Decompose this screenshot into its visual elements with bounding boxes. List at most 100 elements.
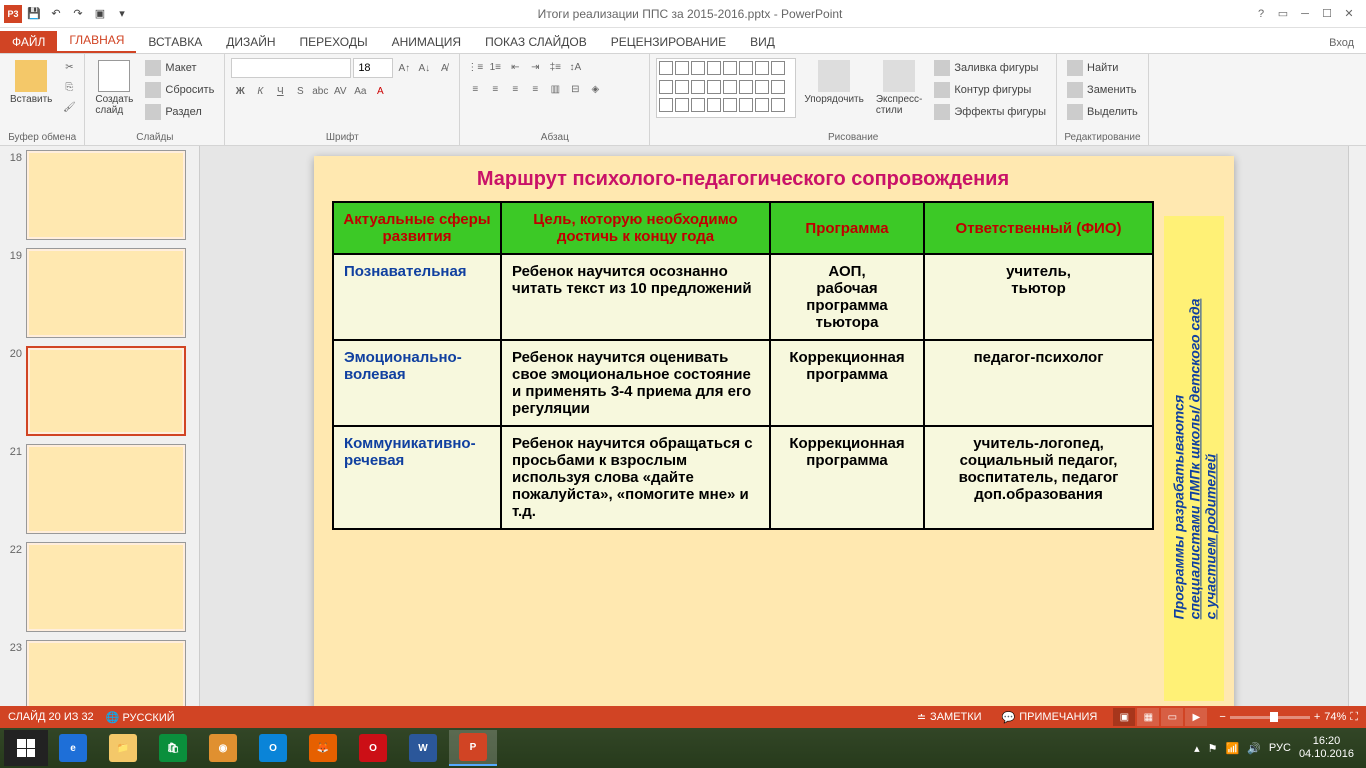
cell-sphere[interactable]: Эмоционально-волевая	[333, 340, 501, 426]
sorter-view-button[interactable]: ▦	[1137, 708, 1159, 726]
shape-item[interactable]	[755, 61, 769, 75]
close-button[interactable]: ✕	[1340, 5, 1358, 23]
slide-thumbnail[interactable]	[26, 640, 186, 706]
cell-program[interactable]: Коррекционная программа	[770, 340, 924, 426]
task-ie[interactable]: e	[49, 730, 97, 766]
shadow-button[interactable]: abc	[311, 82, 329, 100]
indent-inc-button[interactable]: ⇥	[526, 58, 544, 76]
shape-item[interactable]	[707, 80, 721, 94]
tray-language[interactable]: РУС	[1269, 742, 1291, 754]
normal-view-button[interactable]: ▣	[1113, 708, 1135, 726]
align-right-button[interactable]: ≡	[506, 80, 524, 98]
columns-button[interactable]: ▥	[546, 80, 564, 98]
spacing-button[interactable]: AV	[331, 82, 349, 100]
task-media[interactable]: ◉	[199, 730, 247, 766]
shape-item[interactable]	[675, 98, 689, 112]
cell-sphere[interactable]: Коммуникативно-речевая	[333, 426, 501, 529]
tab-transitions[interactable]: ПЕРЕХОДЫ	[288, 31, 380, 53]
slide-thumbnail[interactable]	[26, 248, 186, 338]
reading-view-button[interactable]: ▭	[1161, 708, 1183, 726]
tab-home[interactable]: ГЛАВНАЯ	[57, 29, 136, 53]
shape-item[interactable]	[659, 80, 673, 94]
slide-thumbnail[interactable]	[26, 150, 186, 240]
align-center-button[interactable]: ≡	[486, 80, 504, 98]
cell-goal[interactable]: Ребенок научится обращаться с просьбами …	[501, 426, 770, 529]
tray-volume-icon[interactable]: 🔊	[1247, 742, 1261, 755]
quick-styles-button[interactable]: Экспресс- стили	[872, 58, 927, 141]
save-button[interactable]: 💾	[24, 4, 44, 24]
tray-overflow-icon[interactable]: ▴	[1194, 742, 1200, 755]
shape-item[interactable]	[771, 80, 785, 94]
slide-counter[interactable]: СЛАЙД 20 ИЗ 32	[8, 711, 94, 723]
notes-button[interactable]: ≐ ЗАМЕТКИ	[913, 711, 986, 724]
format-painter-button[interactable]: 🖌	[60, 98, 78, 116]
minimize-button[interactable]: ─	[1296, 5, 1314, 23]
help-button[interactable]: ?	[1252, 5, 1270, 23]
task-powerpoint[interactable]: P	[449, 730, 497, 766]
shape-item[interactable]	[691, 98, 705, 112]
cell-goal[interactable]: Ребенок научится осознанно читать текст …	[501, 254, 770, 340]
shape-item[interactable]	[755, 80, 769, 94]
zoom-out-button[interactable]: −	[1219, 711, 1225, 723]
bold-button[interactable]: Ж	[231, 82, 249, 100]
shape-effects-button[interactable]: Эффекты фигуры	[930, 102, 1050, 122]
table-header[interactable]: Актуальные сферы развития	[333, 202, 501, 254]
tray-network-icon[interactable]: 📶	[1226, 742, 1240, 755]
shape-item[interactable]	[691, 61, 705, 75]
shape-item[interactable]	[659, 61, 673, 75]
cell-goal[interactable]: Ребенок научится оценивать свое эмоциона…	[501, 340, 770, 426]
slide-thumbnail[interactable]	[26, 444, 186, 534]
cell-sphere[interactable]: Познавательная	[333, 254, 501, 340]
slide-table[interactable]: Актуальные сферы развитияЦель, которую н…	[332, 201, 1154, 530]
tab-insert[interactable]: ВСТАВКА	[136, 31, 214, 53]
tab-animations[interactable]: АНИМАЦИЯ	[380, 31, 473, 53]
shape-item[interactable]	[771, 61, 785, 75]
clear-format-button[interactable]: A̸	[435, 59, 453, 77]
shape-fill-button[interactable]: Заливка фигуры	[930, 58, 1050, 78]
shape-item[interactable]	[723, 98, 737, 112]
tab-slideshow[interactable]: ПОКАЗ СЛАЙДОВ	[473, 31, 599, 53]
slide-thumbnail[interactable]	[26, 346, 186, 436]
case-button[interactable]: Aa	[351, 82, 369, 100]
redo-button[interactable]: ↷	[68, 4, 88, 24]
task-firefox[interactable]: 🦊	[299, 730, 347, 766]
tray-action-center-icon[interactable]: ⚑	[1208, 742, 1218, 755]
slideshow-view-button[interactable]: ▶	[1185, 708, 1207, 726]
line-spacing-button[interactable]: ‡≡	[546, 58, 564, 76]
tab-file[interactable]: ФАЙЛ	[0, 31, 57, 53]
cell-program[interactable]: АОП, рабочая программа тьютора	[770, 254, 924, 340]
bullets-button[interactable]: ⋮≡	[466, 58, 484, 76]
cell-responsible[interactable]: учитель, тьютор	[924, 254, 1153, 340]
start-slideshow-button[interactable]: ▣	[90, 4, 110, 24]
align-left-button[interactable]: ≡	[466, 80, 484, 98]
tray-clock[interactable]: 16:20 04.10.2016	[1299, 735, 1354, 761]
justify-button[interactable]: ≡	[526, 80, 544, 98]
cut-button[interactable]: ✂	[60, 58, 78, 76]
reset-button[interactable]: Сбросить	[141, 80, 218, 100]
shape-item[interactable]	[755, 98, 769, 112]
slide-editor[interactable]: Маршрут психолого-педагогического сопров…	[200, 146, 1348, 706]
arrange-button[interactable]: Упорядочить	[800, 58, 868, 141]
task-store[interactable]: 🛍	[149, 730, 197, 766]
shape-item[interactable]	[707, 61, 721, 75]
slide-title[interactable]: Маршрут психолого-педагогического сопров…	[332, 168, 1154, 191]
paste-button[interactable]: Вставить	[6, 58, 56, 141]
ribbon-display-button[interactable]: ▭	[1274, 5, 1292, 23]
text-direction-button[interactable]: ↕A	[566, 58, 584, 76]
shrink-font-button[interactable]: A↓	[415, 59, 433, 77]
font-color-button[interactable]: A	[371, 82, 389, 100]
shape-item[interactable]	[723, 80, 737, 94]
shape-item[interactable]	[739, 98, 753, 112]
zoom-in-button[interactable]: +	[1314, 711, 1320, 723]
start-button[interactable]	[4, 730, 48, 766]
select-button[interactable]: Выделить	[1063, 102, 1142, 122]
strike-button[interactable]: S	[291, 82, 309, 100]
shape-item[interactable]	[723, 61, 737, 75]
shape-item[interactable]	[739, 80, 753, 94]
undo-button[interactable]: ↶	[46, 4, 66, 24]
zoom-slider[interactable]	[1230, 716, 1310, 719]
shape-item[interactable]	[707, 98, 721, 112]
font-family-select[interactable]	[231, 58, 351, 78]
section-button[interactable]: Раздел	[141, 102, 218, 122]
align-text-button[interactable]: ⊟	[566, 80, 584, 98]
